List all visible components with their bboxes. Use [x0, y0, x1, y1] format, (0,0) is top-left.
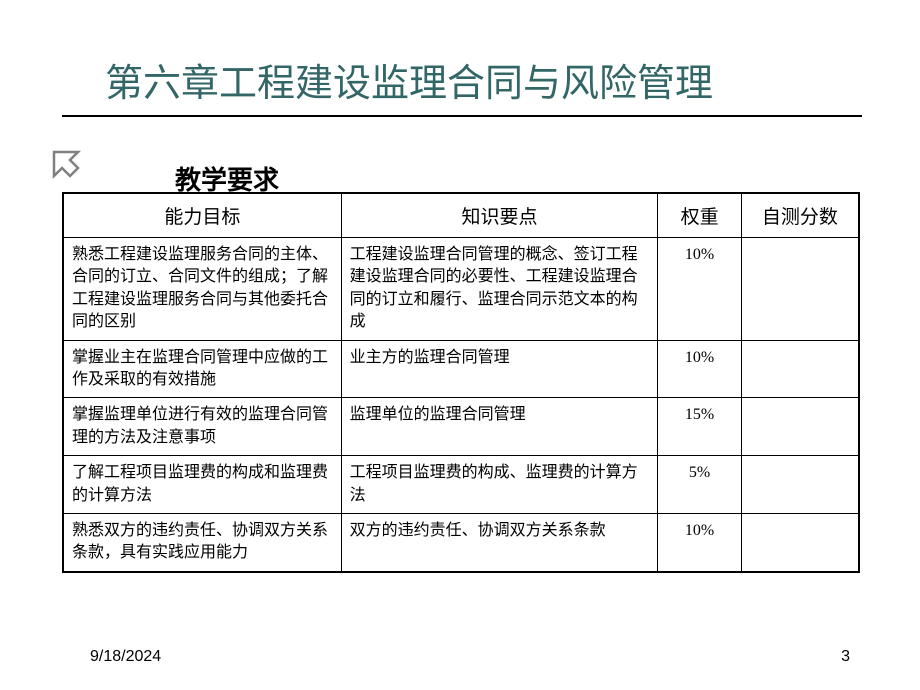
cell-knowledge: 业主方的监理合同管理 [341, 340, 658, 398]
cell-ability: 熟悉双方的违约责任、协调双方关系条款，具有实践应用能力 [63, 513, 341, 571]
footer-date: 9/18/2024 [90, 648, 161, 666]
cell-selftest [741, 456, 859, 514]
cell-weight: 10% [658, 513, 741, 571]
cell-ability: 掌握业主在监理合同管理中应做的工作及采取的有效措施 [63, 340, 341, 398]
header-weight: 权重 [658, 193, 741, 238]
header-knowledge: 知识要点 [341, 193, 658, 238]
cell-ability: 了解工程项目监理费的构成和监理费的计算方法 [63, 456, 341, 514]
cell-weight: 15% [658, 398, 741, 456]
table-row: 了解工程项目监理费的构成和监理费的计算方法 工程项目监理费的构成、监理费的计算方… [63, 456, 859, 514]
footer-page-number: 3 [841, 648, 850, 666]
cell-knowledge: 工程建设监理合同管理的概念、签订工程建设监理合同的必要性、工程建设监理合同的订立… [341, 238, 658, 341]
cell-selftest [741, 238, 859, 341]
cell-ability: 掌握监理单位进行有效的监理合同管理的方法及注意事项 [63, 398, 341, 456]
table-row: 掌握业主在监理合同管理中应做的工作及采取的有效措施 业主方的监理合同管理 10% [63, 340, 859, 398]
cell-weight: 5% [658, 456, 741, 514]
cell-ability: 熟悉工程建设监理服务合同的主体、合同的订立、合同文件的组成；了解工程建设监理服务… [63, 238, 341, 341]
title-underline [62, 115, 862, 117]
cell-selftest [741, 398, 859, 456]
cell-knowledge: 双方的违约责任、协调双方关系条款 [341, 513, 658, 571]
table-row: 掌握监理单位进行有效的监理合同管理的方法及注意事项 监理单位的监理合同管理 15… [63, 398, 859, 456]
cell-selftest [741, 340, 859, 398]
arrow-decoration-icon [50, 148, 84, 182]
cell-knowledge: 工程项目监理费的构成、监理费的计算方法 [341, 456, 658, 514]
table-header-row: 能力目标 知识要点 权重 自测分数 [63, 193, 859, 238]
requirements-table: 能力目标 知识要点 权重 自测分数 熟悉工程建设监理服务合同的主体、合同的订立、… [62, 192, 860, 573]
cell-selftest [741, 513, 859, 571]
cell-weight: 10% [658, 340, 741, 398]
header-selftest: 自测分数 [741, 193, 859, 238]
table-row: 熟悉工程建设监理服务合同的主体、合同的订立、合同文件的组成；了解工程建设监理服务… [63, 238, 859, 341]
header-ability: 能力目标 [63, 193, 341, 238]
cell-knowledge: 监理单位的监理合同管理 [341, 398, 658, 456]
cell-weight: 10% [658, 238, 741, 341]
table-row: 熟悉双方的违约责任、协调双方关系条款，具有实践应用能力 双方的违约责任、协调双方… [63, 513, 859, 571]
slide-title: 第六章工程建设监理合同与风险管理 [105, 52, 713, 107]
